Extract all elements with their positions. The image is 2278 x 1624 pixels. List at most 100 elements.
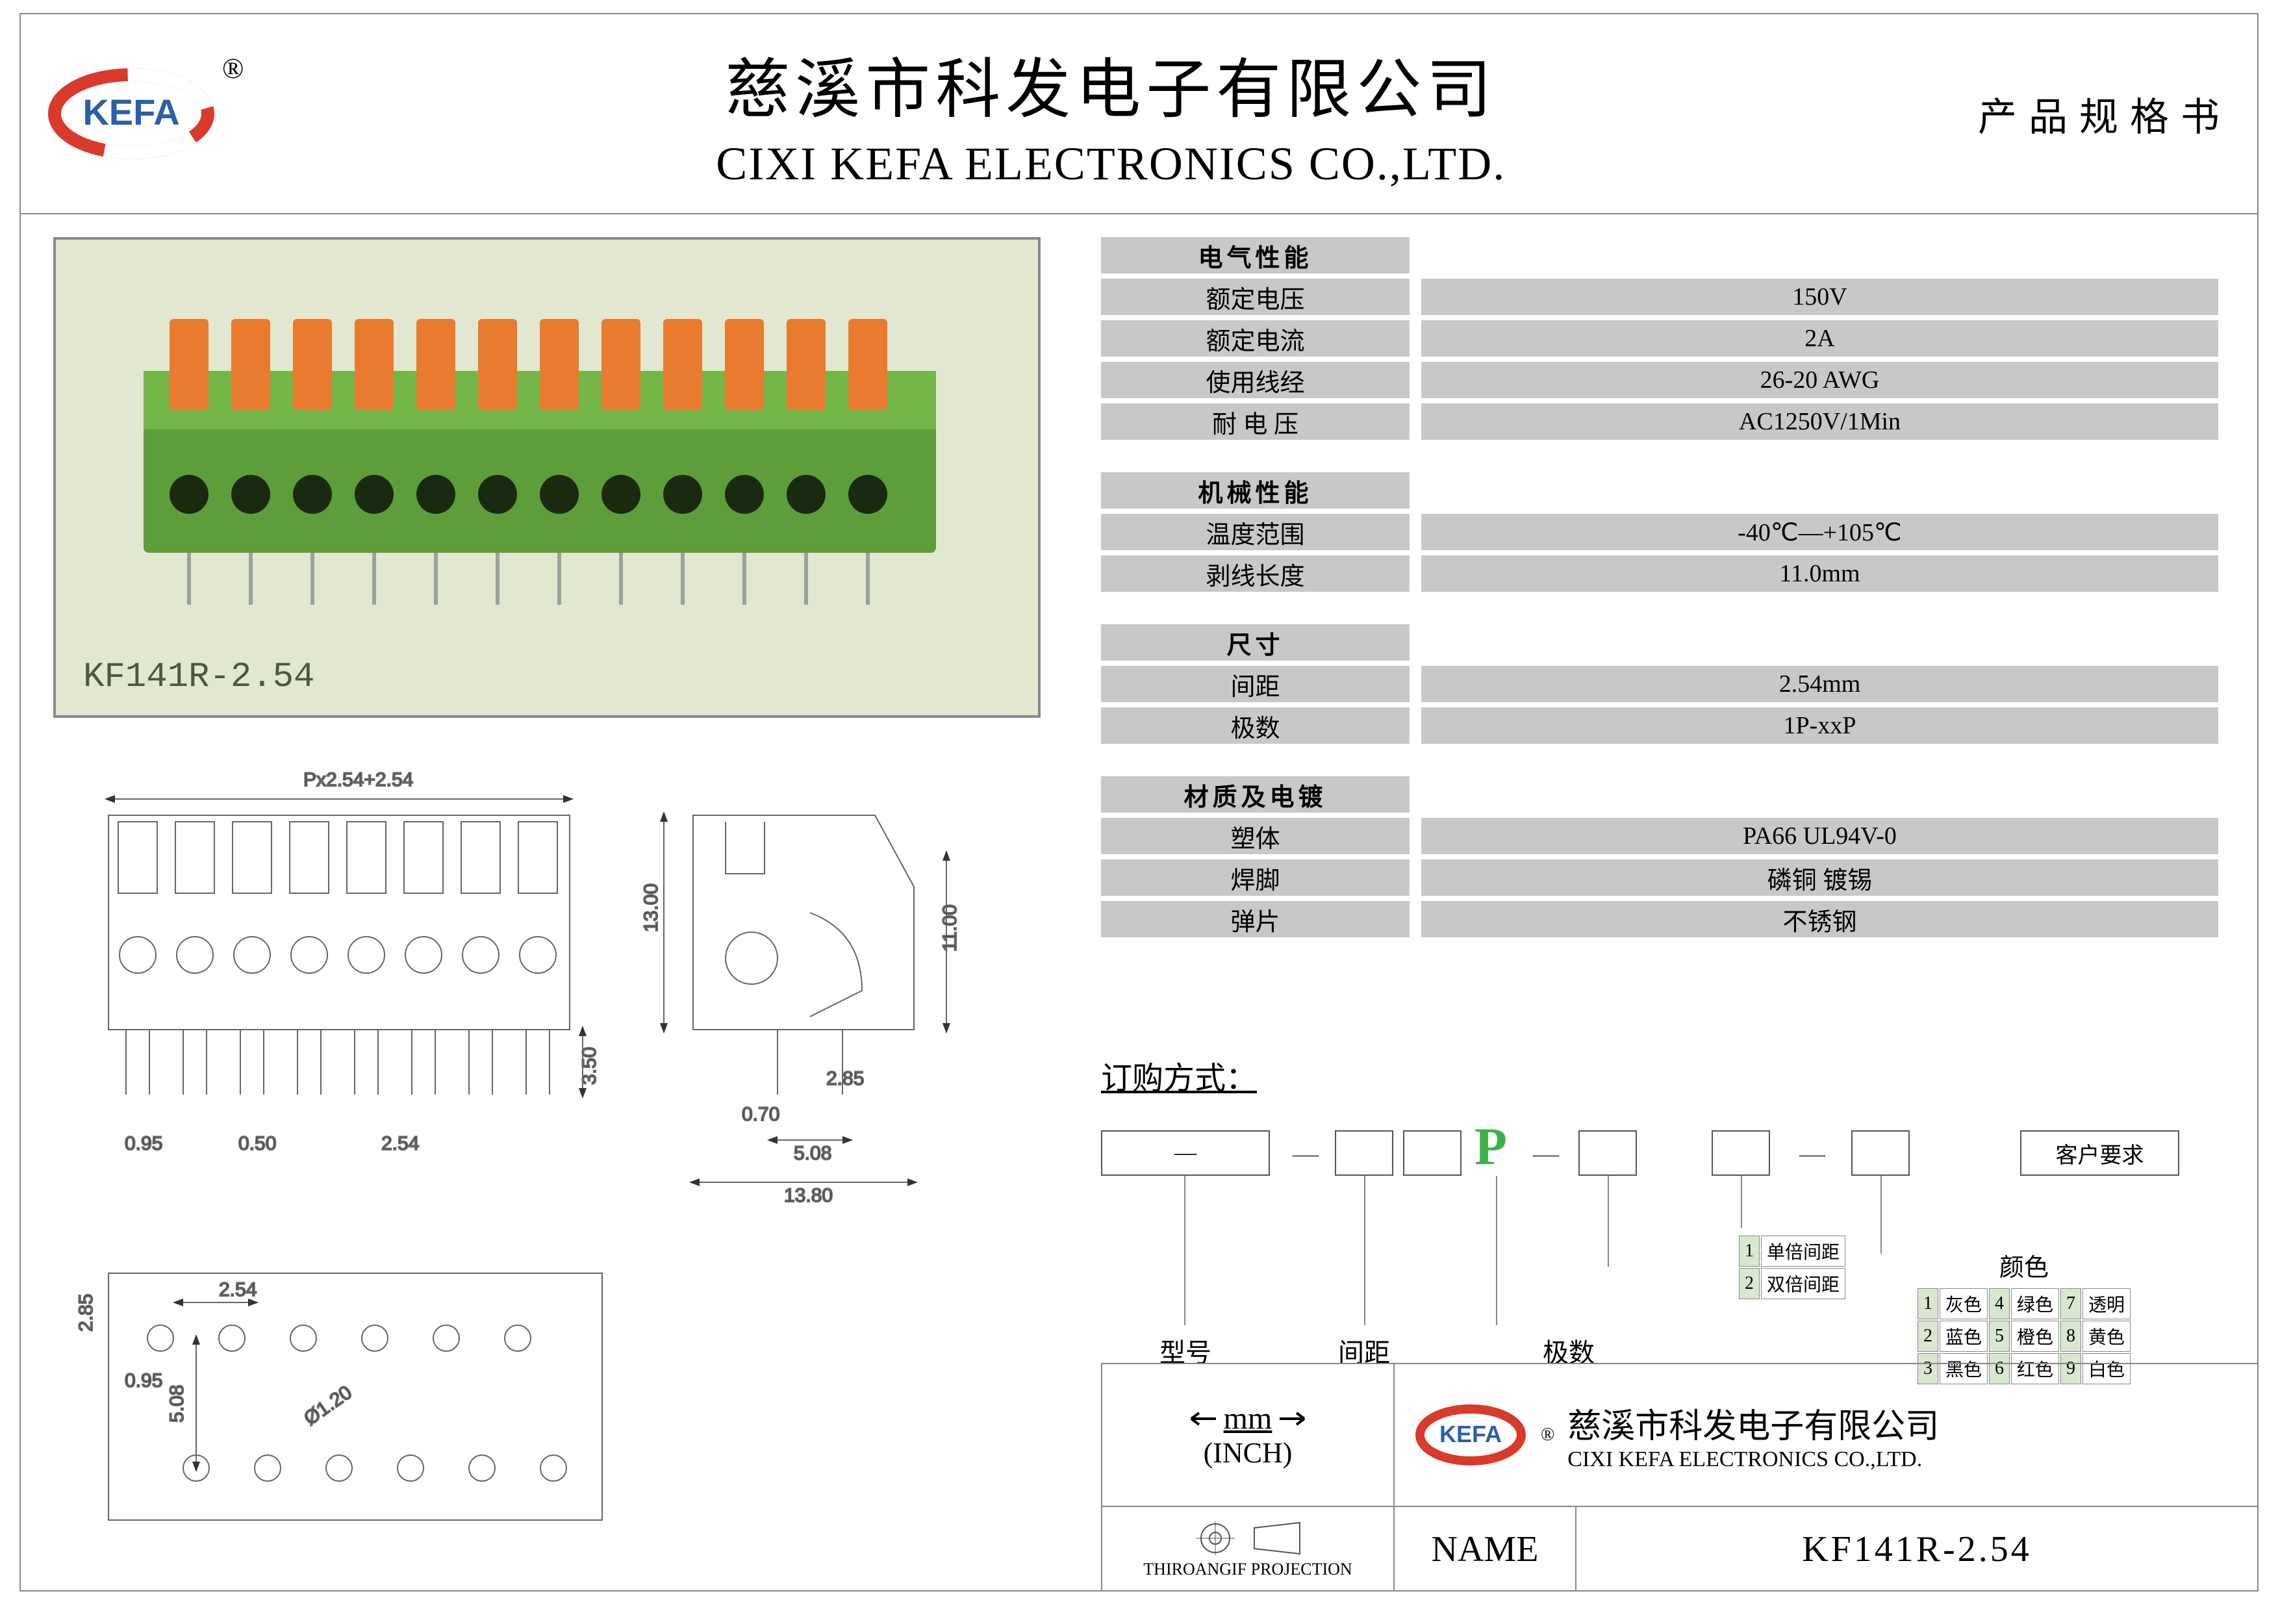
svg-text:0.50: 0.50 — [238, 1133, 276, 1154]
spec-label: 焊脚 — [1101, 859, 1410, 896]
svg-text:13.80: 13.80 — [784, 1185, 833, 1206]
spec-label: 弹片 — [1101, 901, 1410, 937]
front-view: Px2.54+2.54 0.95 0.50 2.54 3.50 — [108, 769, 600, 1154]
document-type: 产品规格书 — [1978, 86, 2231, 142]
spec-row: 间距 2.54mm — [1101, 666, 2218, 702]
svg-text:2.54: 2.54 — [219, 1279, 257, 1300]
spec-row: 焊脚磷铜 镀锡 — [1101, 859, 2218, 896]
header: KEFA ® 慈溪市科发电子有限公司 CIXI KEFA ELECTRONICS… — [19, 13, 2259, 214]
svg-text:2.85: 2.85 — [75, 1294, 97, 1332]
footer-bottom: THIROANGIF PROJECTION NAME KF141R-2.54 — [1102, 1507, 2257, 1592]
order-diagram: — — P — — 客户要求 型号 间距 极数 1单倍间距2双倍间距 — [1101, 1117, 2218, 1390]
projection-icon — [1189, 1520, 1306, 1556]
spec-row: 额定电流 2A — [1101, 320, 2218, 357]
spec-label: 塑体 — [1101, 818, 1410, 854]
svg-text:Ø1.20: Ø1.20 — [300, 1382, 356, 1430]
projection-label: THIROANGIF PROJECTION — [1143, 1560, 1352, 1579]
logo-wrap: KEFA ® — [47, 52, 244, 175]
order-box-model: — — [1101, 1130, 1270, 1176]
spec-group: 机械性能温度范围 -40℃—+105℃ 剥线长度 11.0mm — [1101, 472, 2218, 592]
footprint-view: 2.85 2.54 0.95 5.08 Ø1.20 — [75, 1273, 602, 1520]
name-label: NAME — [1395, 1507, 1576, 1592]
spec-label: 额定电压 — [1101, 279, 1410, 315]
spec-value: 150V — [1421, 279, 2218, 315]
spec-group: 电气性能额定电压150V额定电流2A使用线经26-20 AWG耐 电 压AC12… — [1101, 237, 2218, 440]
svg-text:3.50: 3.50 — [579, 1047, 600, 1085]
spec-value: AC1250V/1Min — [1421, 403, 2218, 440]
side-view: 13.00 11.00 0.70 2.85 5.08 13.80 — [640, 815, 961, 1206]
footer-company-cn: 慈溪市科发电子有限公司 — [1567, 1399, 2238, 1447]
spec-value: 不锈钢 — [1421, 901, 2218, 937]
spec-row: 极数 1P-xxP — [1101, 707, 2218, 744]
unit-mm: mm — [1224, 1401, 1272, 1436]
dash: — — [1293, 1138, 1319, 1169]
order-box-pitch2 — [1403, 1130, 1462, 1176]
spec-group-title: 材质及电镀 — [1101, 776, 1410, 813]
spec-group-title: 电气性能 — [1101, 237, 1410, 273]
spec-value: 26-20 AWG — [1421, 362, 2218, 398]
dash: — — [1799, 1138, 1825, 1169]
unit-cell: mm (INCH) — [1102, 1364, 1395, 1506]
spec-value: 2A — [1421, 320, 2218, 357]
kefa-logo-small: KEFA — [1414, 1393, 1528, 1477]
order-box-opt2 — [1712, 1130, 1770, 1176]
company-name-en: CIXI KEFA ELECTRONICS CO.,LTD. — [244, 137, 1978, 191]
footer-block: mm (INCH) KEFA ® 慈溪市科发电子有限公司 CIXI KEFA E… — [1101, 1363, 2257, 1590]
spec-value: 11.0mm — [1421, 555, 2218, 592]
footer-top: mm (INCH) KEFA ® 慈溪市科发电子有限公司 CIXI KEFA E… — [1102, 1364, 2257, 1507]
registered-mark: ® — [222, 52, 244, 85]
spec-row: 耐 电 压 AC1250V/1Min — [1101, 403, 2218, 440]
footer-company: KEFA ® 慈溪市科发电子有限公司 CIXI KEFA ELECTRONICS… — [1395, 1364, 2257, 1506]
spec-row: 弹片不锈钢 — [1101, 901, 2218, 937]
svg-text:0.95: 0.95 — [125, 1370, 162, 1391]
spec-value: 1P-xxP — [1421, 707, 2218, 744]
spec-group-title: 机械性能 — [1101, 472, 1410, 509]
unit-arrow-row: mm — [1185, 1401, 1311, 1436]
spec-label: 剥线长度 — [1101, 555, 1410, 592]
spec-label: 耐 电 压 — [1101, 403, 1410, 440]
name-value: KF141R-2.54 — [1576, 1529, 2257, 1570]
product-illustration — [118, 280, 981, 624]
unit-inch: (INCH) — [1204, 1436, 1293, 1469]
order-box-color — [1851, 1130, 1910, 1176]
order-title: 订购方式： — [1101, 1052, 2218, 1098]
spec-row: 塑体PA66 UL94V-0 — [1101, 818, 2218, 854]
kefa-logo: KEFA — [47, 52, 216, 175]
svg-text:Px2.54+2.54: Px2.54+2.54 — [303, 769, 413, 791]
part-number-label: KF141R-2.54 — [83, 657, 314, 697]
spec-label: 间距 — [1101, 666, 1410, 702]
spec-row: 额定电压 150V — [1101, 279, 2218, 315]
svg-text:KEFA: KEFA — [1439, 1421, 1502, 1447]
technical-drawing: Px2.54+2.54 0.95 0.50 2.54 3.50 13.00 — [57, 767, 1057, 1559]
svg-text:5.08: 5.08 — [794, 1143, 831, 1164]
svg-text:5.08: 5.08 — [166, 1385, 188, 1423]
arrow-left-icon — [1185, 1409, 1217, 1428]
dash: — — [1533, 1138, 1559, 1169]
company-name-cn: 慈溪市科发电子有限公司 — [244, 36, 1978, 131]
spec-label: 温度范围 — [1101, 514, 1410, 550]
order-box-custreq: 客户要求 — [2020, 1130, 2179, 1176]
main-body: KF141R-2.54 电气性能额定电压150V额定电流2A使用线经26-20 … — [19, 214, 2259, 1592]
spec-group: 材质及电镀塑体PA66 UL94V-0焊脚磷铜 镀锡弹片不锈钢 — [1101, 776, 2218, 937]
spec-value: -40℃—+105℃ — [1421, 514, 2218, 550]
svg-text:0.70: 0.70 — [742, 1104, 779, 1125]
pitch-legend: 1单倍间距2双倍间距 — [1738, 1234, 1847, 1300]
spec-label: 额定电流 — [1101, 320, 1410, 357]
name-cell: NAME KF141R-2.54 — [1395, 1507, 2257, 1592]
svg-text:13.00: 13.00 — [640, 883, 662, 932]
svg-text:2.54: 2.54 — [381, 1133, 419, 1154]
spec-label: 极数 — [1101, 707, 1410, 744]
spec-value: 2.54mm — [1421, 666, 2218, 702]
order-box-pitch1 — [1335, 1130, 1393, 1176]
svg-text:0.95: 0.95 — [125, 1133, 162, 1154]
registered-mark-small: ® — [1541, 1425, 1554, 1445]
spec-row: 温度范围 -40℃—+105℃ — [1101, 514, 2218, 550]
spec-value: 磷铜 镀锡 — [1421, 859, 2218, 896]
svg-text:2.85: 2.85 — [826, 1068, 864, 1089]
ordering-section: 订购方式： — — P — — 客户要求 型号 间距 极数 1单倍 — [1101, 1052, 2218, 1390]
product-photo-panel: KF141R-2.54 — [53, 237, 1041, 718]
spec-group-title: 尺寸 — [1101, 624, 1410, 661]
arrow-right-icon — [1278, 1409, 1311, 1428]
spec-tables: 电气性能额定电压150V额定电流2A使用线经26-20 AWG耐 电 压AC12… — [1101, 237, 2218, 970]
order-box-opt1 — [1578, 1130, 1637, 1176]
